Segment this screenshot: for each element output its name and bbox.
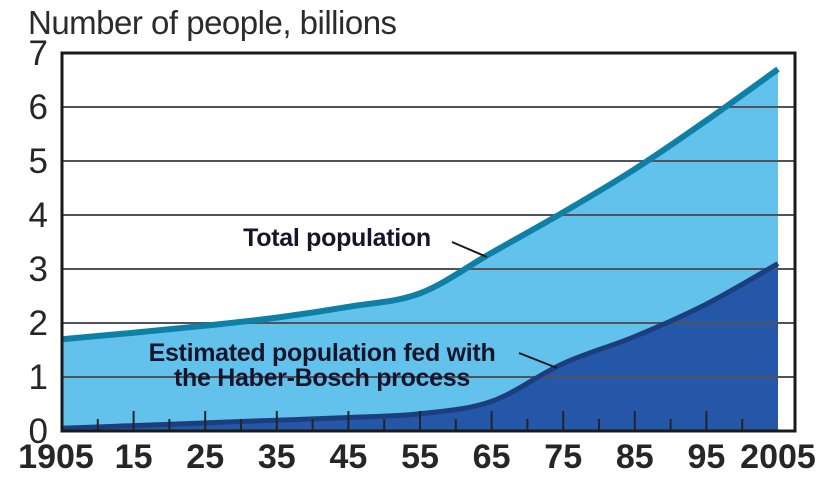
chart-title: Number of people, billions [28, 4, 397, 41]
haber-bosch-leader-line [518, 352, 558, 369]
y-tick-label: 5 [29, 142, 48, 181]
x-tick-label: 55 [401, 438, 439, 476]
x-tick-label: 75 [544, 438, 582, 476]
y-tick-label: 7 [29, 34, 48, 73]
y-tick-label: 3 [29, 250, 48, 289]
y-tick-label: 0 [29, 412, 48, 451]
haber-bosch-label-line2: the Haber-Bosch process [174, 364, 470, 392]
x-tick-label: 45 [329, 438, 367, 476]
haber-bosch-population-area [62, 263, 778, 431]
y-tick-label: 4 [29, 196, 48, 235]
total-population-leader-line [451, 241, 488, 258]
total-population-label: Total population [243, 224, 431, 252]
y-tick-label: 2 [29, 304, 48, 343]
haber-bosch-label: Estimated population fed with the Haber-… [149, 341, 496, 391]
x-tick-label: 15 [115, 438, 153, 476]
x-tick-label: 95 [687, 438, 725, 476]
total-population-area [62, 69, 778, 431]
plot-frame [60, 51, 797, 433]
x-tick-label: 85 [616, 438, 654, 476]
x-tick-label: 35 [258, 438, 296, 476]
x-tick-label: 25 [186, 438, 224, 476]
x-tick-label: 65 [473, 438, 511, 476]
y-tick-label: 6 [29, 88, 48, 127]
x-tick-label: 2005 [740, 438, 816, 476]
y-tick-label: 1 [29, 358, 48, 397]
haber-bosch-label-line1: Estimated population fed with [148, 339, 496, 367]
total-population-line [61, 66, 780, 343]
x-tick-label: 1905 [18, 438, 94, 476]
